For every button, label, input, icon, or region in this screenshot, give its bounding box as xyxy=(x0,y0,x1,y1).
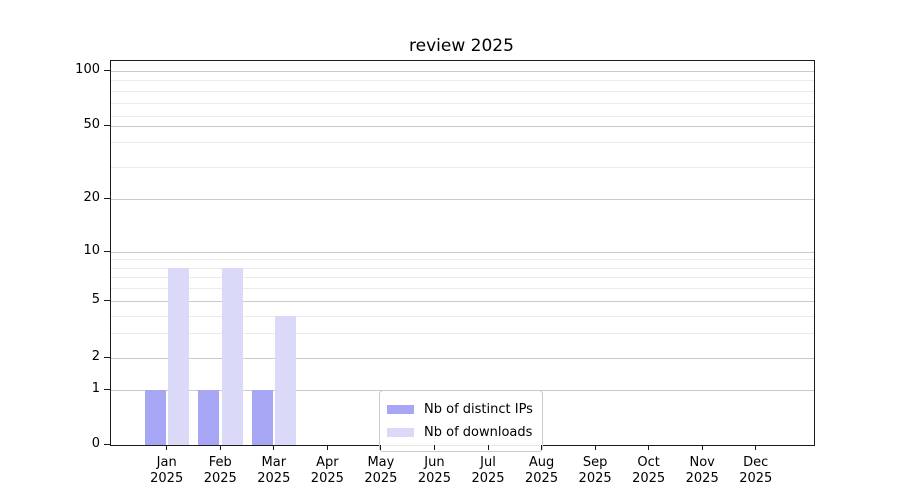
x-tick-label-line: 2025 xyxy=(739,470,773,486)
x-tick-label-line: Oct xyxy=(637,455,660,470)
x-tick-mark xyxy=(487,445,489,450)
plot-area: Nb of distinct IPs Nb of downloads xyxy=(110,60,815,452)
y-tick-label: 0 xyxy=(91,436,100,451)
x-tick-label-line: Feb xyxy=(208,455,232,470)
y-tick-label: 2 xyxy=(91,348,100,364)
x-tick-label-jun: Jun 2025 xyxy=(407,455,461,486)
y-tick-label: 10 xyxy=(83,243,100,258)
y-gridline-minor xyxy=(111,80,814,81)
bar-distinct-ips-jan xyxy=(144,389,166,445)
y-tick-mark xyxy=(104,444,110,445)
y-tick-mark xyxy=(104,125,110,126)
x-tick-label-line: Jan xyxy=(156,455,177,470)
x-tick-label-jul: Jul 2025 xyxy=(461,455,515,486)
x-tick-label-line: 2025 xyxy=(203,470,237,486)
x-tick-label-line: 2025 xyxy=(150,470,184,486)
x-tick-label-line: 2025 xyxy=(364,470,398,486)
y-gridline-minor xyxy=(111,316,814,317)
x-tick-label-sep: Sep 2025 xyxy=(568,455,622,486)
legend-item-distinct-ips: Nb of distinct IPs xyxy=(387,398,533,421)
legend: Nb of distinct IPs Nb of downloads xyxy=(379,390,543,452)
y-tick-label: 5 xyxy=(91,292,100,307)
x-tick-label-line: 2025 xyxy=(257,470,291,486)
x-tick-mark xyxy=(433,445,435,450)
x-tick-label-line: Jul xyxy=(480,455,496,470)
x-tick-mark xyxy=(326,445,328,450)
bar-downloads-feb xyxy=(221,267,243,445)
y-gridline-minor xyxy=(111,267,814,269)
x-tick-label-line: 2025 xyxy=(417,470,451,486)
y-gridline-minor xyxy=(111,116,814,117)
y-gridline-minor xyxy=(111,103,814,104)
y-tick-label: 50 xyxy=(83,117,100,132)
x-tick-label-nov: Nov 2025 xyxy=(675,455,729,486)
y-gridline-major xyxy=(111,301,814,302)
x-tick-label-line: May xyxy=(367,455,395,470)
x-tick-label-aug: Aug 2025 xyxy=(515,455,569,486)
x-tick-label-may: May 2025 xyxy=(354,455,408,486)
x-tick-mark xyxy=(648,445,650,450)
x-tick-label-feb: Feb 2025 xyxy=(193,455,247,486)
legend-label-distinct-ips: Nb of distinct IPs xyxy=(424,402,533,417)
x-tick-mark xyxy=(755,445,757,450)
x-tick-label-line: 2025 xyxy=(471,470,505,486)
x-tick-label-line: Mar xyxy=(261,455,287,470)
x-tick-mark xyxy=(701,445,703,450)
x-tick-label-oct: Oct 2025 xyxy=(622,455,676,486)
x-tick-label-line: Sep xyxy=(582,455,608,470)
y-gridline-minor xyxy=(111,91,814,92)
y-gridline-minor xyxy=(111,167,814,168)
x-tick-label-line: 2025 xyxy=(685,470,719,486)
x-tick-mark xyxy=(219,445,221,450)
x-tick-label-line: Apr xyxy=(316,455,339,470)
y-gridline-major xyxy=(111,198,814,200)
x-tick-label-line: Aug xyxy=(528,455,555,470)
legend-item-downloads: Nb of downloads xyxy=(387,421,533,444)
bar-distinct-ips-feb xyxy=(198,389,220,445)
y-tick-label: 1 xyxy=(91,380,100,396)
x-tick-label-mar: Mar 2025 xyxy=(247,455,301,486)
x-tick-label-line: 2025 xyxy=(632,470,666,486)
y-gridline-major xyxy=(111,389,814,391)
y-tick-mark xyxy=(104,300,110,301)
x-tick-mark xyxy=(541,445,543,450)
y-gridline-major xyxy=(111,126,814,127)
y-gridline-major xyxy=(111,71,814,72)
y-tick-mark xyxy=(104,197,110,199)
y-tick-mark xyxy=(104,388,110,390)
x-tick-label-line: Dec xyxy=(743,455,769,470)
y-gridline-minor xyxy=(111,288,814,290)
x-tick-label-line: Jun xyxy=(424,455,445,470)
y-tick-mark xyxy=(104,356,110,358)
bar-downloads-mar xyxy=(275,316,297,445)
y-gridline-minor xyxy=(111,259,814,261)
x-tick-mark xyxy=(166,445,168,450)
y-gridline-major xyxy=(111,357,814,359)
y-tick-mark xyxy=(104,70,110,71)
x-tick-mark xyxy=(594,445,596,450)
bar-distinct-ips-mar xyxy=(251,389,273,445)
x-tick-label-dec: Dec 2025 xyxy=(729,455,783,486)
y-gridline-minor xyxy=(111,142,814,143)
bar-downloads-jan xyxy=(168,267,190,445)
x-tick-mark xyxy=(380,445,382,450)
x-tick-label-line: Nov xyxy=(689,455,715,470)
legend-swatch-downloads xyxy=(387,428,414,437)
y-tick-label: 100 xyxy=(75,62,100,77)
y-gridline-minor xyxy=(111,277,814,279)
x-tick-label-line: 2025 xyxy=(578,470,612,486)
x-tick-mark xyxy=(273,445,275,450)
x-tick-label-line: 2025 xyxy=(310,470,344,486)
y-tick-mark xyxy=(104,251,110,252)
chart-title: review 2025 xyxy=(409,36,514,56)
legend-swatch-distinct-ips xyxy=(387,405,414,414)
x-tick-label-line: 2025 xyxy=(525,470,559,486)
legend-label-downloads: Nb of downloads xyxy=(424,425,533,440)
y-gridline-minor xyxy=(111,332,814,334)
y-gridline-major xyxy=(111,252,814,253)
y-tick-label: 20 xyxy=(83,189,100,205)
x-tick-label-jan: Jan 2025 xyxy=(140,455,194,486)
x-tick-label-apr: Apr 2025 xyxy=(300,455,354,486)
